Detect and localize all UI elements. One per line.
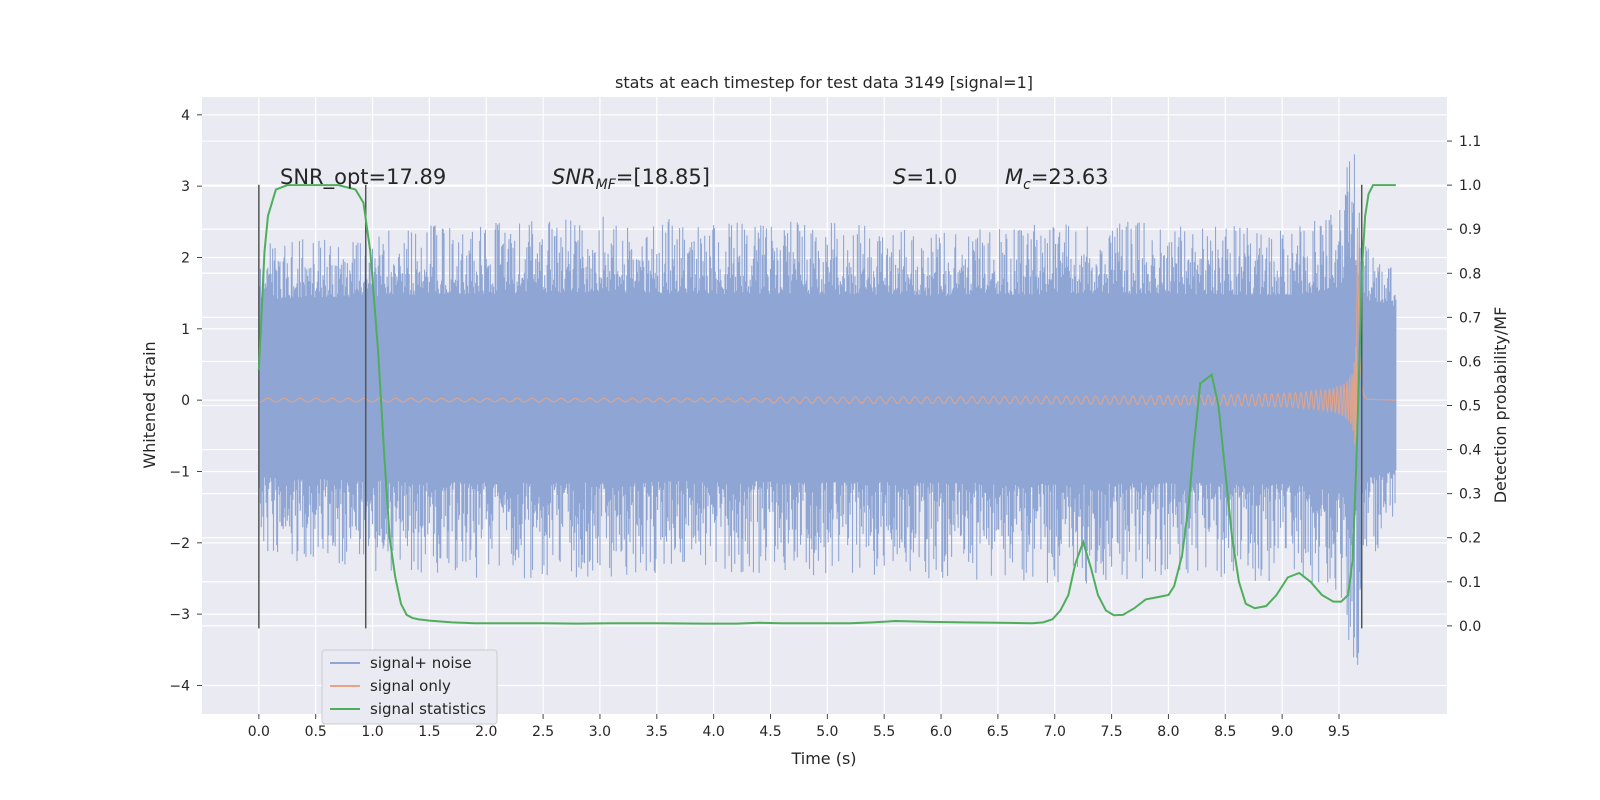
y2-axis-ticks: 0.0 0.1 0.2 0.3 0.4 0.5 0.6 0.7 0.8 0.9 1.0 1.1	[1447, 134, 1481, 635]
annotation-snr-mf: SNRMF=[18.85]	[552, 165, 710, 193]
legend-label-noise: signal+ noise	[370, 654, 472, 672]
x-tick-label: 2.0	[475, 724, 497, 740]
x-tick-label: 9.5	[1328, 724, 1350, 740]
series-signal-plus-noise	[258, 154, 1397, 665]
y-axis-ticks: −4 −3 −2 −1 0 1 2 3 4	[169, 108, 202, 694]
series-signal-only	[258, 227, 1396, 481]
legend-label-signal: signal only	[370, 677, 451, 695]
y2-tick-label: 0.1	[1459, 575, 1481, 591]
x-tick-label: 3.0	[589, 724, 611, 740]
y-tick-label: −2	[169, 536, 190, 552]
x-tick-label: 6.0	[930, 724, 952, 740]
x-tick-label: 8.0	[1157, 724, 1179, 740]
y-tick-label: −3	[169, 607, 190, 623]
legend-box	[321, 649, 498, 725]
signal-chirp-line	[258, 227, 1396, 481]
y-tick-label: 3	[181, 179, 190, 195]
y2-tick-label: 0.0	[1459, 619, 1481, 635]
y-tick-label: 2	[181, 250, 190, 266]
x-tick-label: 4.5	[759, 724, 781, 740]
x-tick-label: 1.0	[361, 724, 383, 740]
chart-title: stats at each timestep for test data 314…	[615, 73, 1033, 92]
legend-label-stats: signal statistics	[370, 700, 486, 718]
y2-tick-label: 0.3	[1459, 487, 1481, 503]
x-tick-label: 7.5	[1100, 724, 1122, 740]
x-tick-label: 5.0	[816, 724, 838, 740]
x-tick-label: 2.5	[532, 724, 554, 740]
y-tick-label: −1	[169, 464, 190, 480]
x-tick-label: 8.5	[1214, 724, 1236, 740]
x-tick-label: 7.0	[1044, 724, 1066, 740]
y2-axis-label: Detection probability/MF	[1491, 307, 1510, 504]
y-tick-label: 0	[181, 393, 190, 409]
legend: signal+ noise signal only signal statist…	[321, 649, 498, 725]
x-tick-label: 3.5	[646, 724, 668, 740]
y2-tick-label: 0.9	[1459, 222, 1481, 238]
x-axis-ticks: 0.0 0.5 1.0 1.5 2.0 2.5 3.0 3.5 4.0 4.5 5.0 5.5 6.0 6…	[248, 714, 1350, 740]
x-tick-label: 1.5	[418, 724, 440, 740]
y2-tick-label: 1.1	[1459, 134, 1481, 150]
y2-tick-label: 0.2	[1459, 531, 1481, 547]
y2-tick-label: 0.8	[1459, 266, 1481, 282]
y2-tick-label: 0.5	[1459, 399, 1481, 415]
x-tick-label: 0.5	[305, 724, 327, 740]
stats-line	[257, 184, 1396, 625]
x-tick-label: 0.0	[248, 724, 270, 740]
annotation-snr-opt: SNR_opt=17.89	[280, 165, 446, 190]
annotation-mc: Mc=23.63	[1005, 165, 1109, 193]
y2-tick-label: 0.4	[1459, 443, 1481, 459]
y-tick-label: 4	[181, 108, 190, 124]
annotation-s: S=1.0	[893, 165, 957, 189]
y-tick-label: 1	[181, 322, 190, 338]
y2-tick-label: 0.7	[1459, 310, 1481, 326]
y-axis-label: Whitened strain	[140, 341, 159, 468]
x-axis-label: Time (s)	[790, 749, 856, 768]
y2-tick-label: 1.0	[1459, 178, 1481, 194]
x-tick-label: 6.5	[987, 724, 1009, 740]
y-tick-label: −4	[169, 678, 190, 694]
x-tick-label: 5.5	[873, 724, 895, 740]
x-tick-label: 9.0	[1271, 724, 1293, 740]
x-tick-label: 4.0	[703, 724, 725, 740]
y2-tick-label: 0.6	[1459, 354, 1481, 370]
series-signal-statistics	[257, 184, 1396, 625]
